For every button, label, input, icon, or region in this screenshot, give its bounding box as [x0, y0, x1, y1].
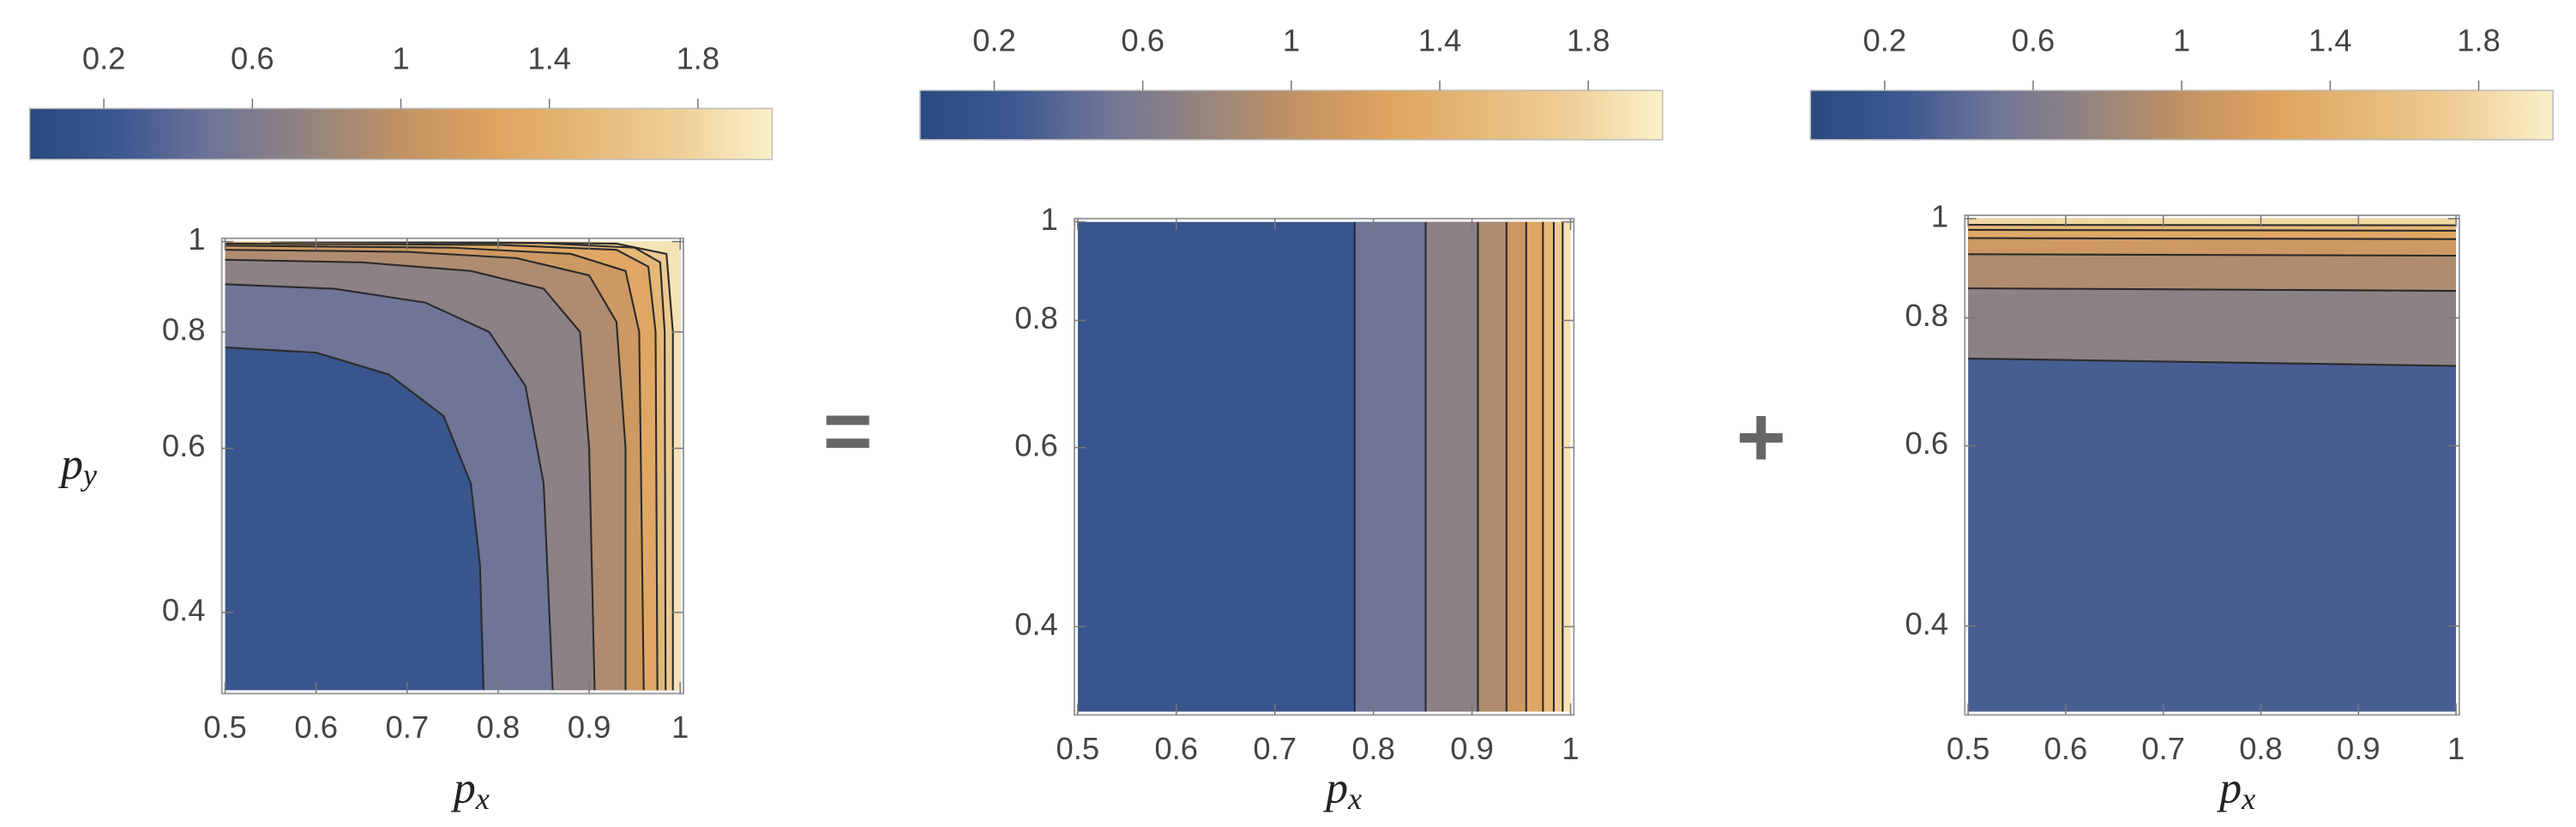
y-tick-label: 0.6 — [1905, 426, 1949, 461]
x-axis-label: px — [1322, 764, 1362, 816]
colorbar-tick-label: 0.6 — [1121, 22, 1165, 57]
x-tick-label: 0.6 — [2044, 731, 2088, 766]
colorbar — [919, 89, 1664, 141]
contour-line — [225, 283, 554, 691]
colorbar-tick-label: 0.2 — [1863, 22, 1907, 57]
y-tick-label: 1 — [1931, 198, 1948, 233]
x-tick-label: 0.9 — [1450, 731, 1494, 766]
x-tick-label: 1 — [2447, 731, 2465, 766]
colorbar-tick-label: 0.6 — [231, 40, 274, 75]
y-tick-label: 0.4 — [1014, 607, 1058, 642]
y-tick-label: 0.8 — [162, 311, 206, 347]
y-axis-label-subscript: y — [80, 458, 98, 492]
x-tick-label: 1 — [671, 709, 689, 745]
colorbar-tick-label: 0.2 — [972, 22, 1016, 57]
plus-sign: + — [1736, 390, 1786, 486]
x-axis-label: px — [450, 764, 490, 816]
colorbar-tick-label: 1.8 — [677, 40, 720, 75]
contour-line — [1968, 224, 2457, 226]
x-tick-label: 0.8 — [2239, 731, 2283, 766]
y-tick-label: 1 — [1041, 202, 1058, 237]
x-tick-label: 1 — [1562, 731, 1579, 766]
contour-line — [1968, 357, 2457, 367]
contour-line — [225, 242, 659, 691]
colorbar-tick-label: 1.8 — [1567, 22, 1610, 57]
contour-line — [1968, 237, 2457, 240]
contour-region — [225, 241, 681, 691]
contour-line — [225, 244, 645, 691]
contour-line — [1968, 287, 2457, 293]
x-axis-label-subscript: x — [475, 782, 490, 816]
colorbar-tick-label: 1.8 — [2457, 22, 2501, 57]
plot-frame — [1073, 217, 1575, 716]
x-tick-label: 0.8 — [1351, 731, 1395, 766]
colorbar — [1809, 89, 2554, 141]
y-axis-label: py — [57, 440, 98, 492]
contour-line — [1968, 228, 2457, 232]
contour-region — [1562, 221, 1571, 712]
colorbar-tick-label: 0.2 — [82, 40, 126, 75]
y-tick-label: 0.4 — [1905, 606, 1949, 641]
x-tick-label: 0.7 — [385, 709, 429, 745]
colorbar-tick-label: 1 — [2173, 22, 2190, 57]
plot-area — [1077, 221, 1571, 712]
plot-frame — [220, 237, 684, 695]
x-axis-label-main: p — [1322, 764, 1348, 812]
y-tick-label: 0.4 — [162, 592, 206, 627]
equals-sign: = — [822, 383, 872, 479]
plot-frame — [1964, 214, 2460, 716]
contour-line — [225, 346, 485, 691]
contour-region — [225, 241, 681, 691]
colorbar-tick-label: 1.4 — [1418, 22, 1462, 57]
colorbar-tick-label: 1.4 — [527, 40, 571, 75]
x-axis-label-main: p — [2216, 764, 2242, 812]
x-tick-label: 0.6 — [294, 709, 338, 745]
contour-line — [1968, 253, 2457, 257]
x-axis-label-main: p — [450, 764, 476, 812]
y-tick-label: 0.6 — [162, 428, 206, 463]
x-tick-label: 0.9 — [568, 709, 611, 745]
x-axis-label-subscript: x — [2241, 782, 2255, 816]
y-tick-label: 0.8 — [1014, 300, 1058, 335]
y-tick-label: 0.6 — [1014, 427, 1058, 462]
x-tick-label: 0.9 — [2337, 731, 2380, 766]
colorbar-tick-label: 1.4 — [2308, 22, 2352, 57]
y-axis-label-main: p — [57, 440, 83, 489]
x-axis-label: px — [2216, 764, 2255, 816]
contour-line — [225, 249, 627, 691]
colorbar-tick-label: 1 — [1283, 22, 1300, 57]
x-tick-label: 0.6 — [1154, 731, 1198, 766]
x-tick-label: 0.5 — [1947, 731, 1990, 766]
colorbar-tick-label: 1 — [392, 40, 409, 75]
x-tick-label: 0.7 — [1253, 731, 1297, 766]
colorbar — [28, 107, 773, 160]
x-tick-label: 0.8 — [477, 709, 521, 745]
x-tick-label: 0.5 — [1056, 731, 1099, 766]
x-axis-label-subscript: x — [1347, 782, 1362, 816]
x-tick-label: 0.7 — [2141, 731, 2185, 766]
y-tick-label: 1 — [188, 221, 205, 257]
contour-line — [406, 241, 674, 691]
contour-line — [225, 258, 596, 691]
y-tick-label: 0.8 — [1905, 298, 1949, 333]
colorbar-tick-label: 0.6 — [2012, 22, 2055, 57]
plot-area — [225, 241, 681, 691]
x-tick-label: 0.5 — [203, 709, 247, 745]
plot-area — [1968, 218, 2457, 712]
contour-region — [1968, 218, 2457, 226]
